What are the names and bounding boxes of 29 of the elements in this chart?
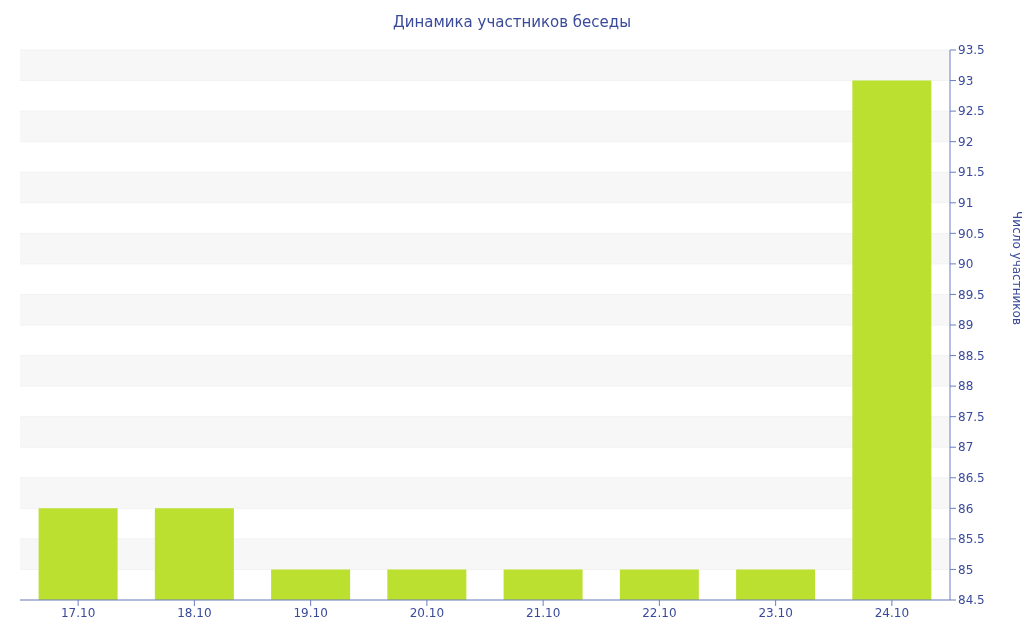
x-tick-label: 21.10 bbox=[525, 605, 561, 620]
y-tick-label: 90.5 bbox=[958, 226, 985, 241]
y-tick-label: 93.5 bbox=[958, 43, 985, 58]
y-tick-label: 89.5 bbox=[958, 287, 985, 302]
y-tick-label: 91.5 bbox=[958, 165, 985, 180]
x-tick-label: 17.10 bbox=[60, 605, 96, 620]
y-tick-label: 84.5 bbox=[958, 593, 985, 608]
y-tick-label: 87 bbox=[958, 440, 974, 455]
y-tick-label: 86 bbox=[958, 501, 974, 516]
y-axis-title: Число участников bbox=[1009, 211, 1024, 325]
y-tick-label: 86.5 bbox=[958, 471, 985, 486]
x-tick-label: 19.10 bbox=[293, 605, 328, 620]
x-tick-label: 20.10 bbox=[409, 605, 445, 620]
y-tick-label: 92 bbox=[958, 134, 974, 149]
x-tick-label: 22.10 bbox=[642, 605, 677, 620]
x-tick-label: 18.10 bbox=[177, 605, 212, 620]
y-tick-label: 88.5 bbox=[958, 348, 985, 363]
y-tick-label: 90 bbox=[958, 257, 974, 272]
y-tick-label: 92.5 bbox=[958, 104, 985, 119]
x-tick-label: 24.10 bbox=[874, 605, 910, 620]
y-tick-label: 88 bbox=[958, 379, 974, 394]
y-tick-label: 87.5 bbox=[958, 409, 985, 424]
y-tick-label: 93 bbox=[958, 73, 974, 88]
chart-title: Динамика участников беседы bbox=[391, 12, 632, 33]
y-tick-label: 85.5 bbox=[958, 532, 985, 547]
y-tick-label: 91 bbox=[958, 196, 974, 211]
x-tick-label: 23.10 bbox=[758, 605, 793, 620]
y-tick-label: 85 bbox=[958, 562, 974, 577]
y-tick-label: 89 bbox=[958, 318, 974, 333]
